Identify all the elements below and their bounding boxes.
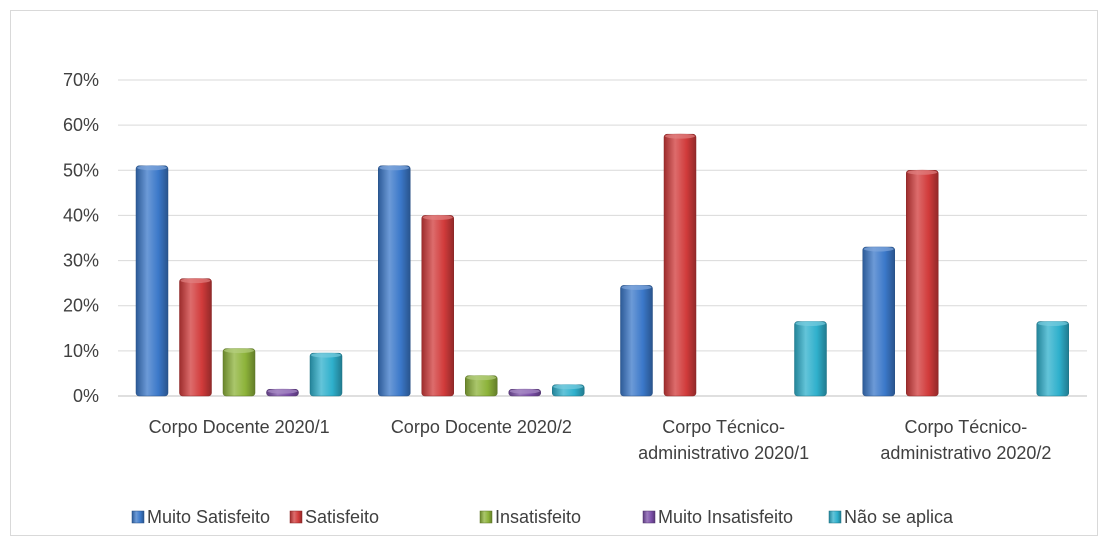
- bar-cap: [665, 133, 695, 139]
- legend-item: Muito Satisfeito: [131, 507, 270, 527]
- bar-satisfeito-1: [179, 278, 212, 397]
- y-tick-label: 10%: [63, 341, 99, 361]
- bar-cap: [795, 321, 826, 327]
- bar-cap: [907, 169, 938, 175]
- bar-cap: [863, 246, 894, 252]
- bar-muito-satisfeito-4: [862, 246, 895, 397]
- gridlines: [118, 79, 1087, 397]
- bar-cap: [1037, 321, 1068, 327]
- bar-muito-satisfeito-1: [135, 165, 169, 397]
- y-tick-label: 0%: [73, 386, 99, 406]
- legend-label: Muito Satisfeito: [147, 507, 270, 527]
- legend-item: Muito Insatisfeito: [642, 507, 793, 527]
- legend-swatch: [828, 510, 842, 524]
- legend-label: Satisfeito: [305, 507, 379, 527]
- bar-muito-satisfeito-2: [378, 165, 411, 397]
- bar-satisfeito-3: [663, 133, 697, 397]
- y-axis: 0% 10% 20% 30% 40% 50% 60% 70%: [63, 70, 99, 406]
- x-category-label: administrativo 2020/1: [638, 443, 809, 463]
- legend-swatch: [131, 510, 145, 524]
- legend: Muito Satisfeito Satisfeito Insatisfeito Mu…: [131, 507, 954, 527]
- bar-cap: [466, 375, 497, 381]
- bar-cap: [311, 352, 341, 358]
- legend-swatch: [289, 510, 303, 524]
- y-tick-label: 20%: [63, 296, 99, 316]
- legend-item: Não se aplica: [828, 507, 954, 527]
- y-tick-label: 50%: [63, 160, 99, 180]
- bar-satisfeito-4: [906, 170, 939, 397]
- bar-cap: [621, 284, 652, 290]
- y-tick-label: 70%: [63, 70, 99, 90]
- bar-muito-satisfeito-3: [620, 285, 653, 397]
- bar-satisfeito-2: [421, 215, 454, 397]
- y-tick-label: 60%: [63, 115, 99, 135]
- bar-chart: 0% 10% 20% 30% 40% 50% 60% 70% Corpo Docente 20…: [63, 70, 1087, 527]
- bar-n-o-se-aplica-4: [1036, 321, 1069, 397]
- legend-item: Insatisfeito: [479, 507, 581, 527]
- legend-swatch: [479, 510, 493, 524]
- legend-swatch: [642, 510, 656, 524]
- x-category-label: Corpo Docente 2020/1: [149, 417, 330, 437]
- legend-label: Não se aplica: [844, 507, 954, 527]
- bar-n-o-se-aplica-1: [309, 352, 343, 397]
- legend-item: Satisfeito: [289, 507, 379, 527]
- bar-cap: [180, 278, 211, 284]
- legend-label: Muito Insatisfeito: [658, 507, 793, 527]
- bar-cap: [224, 348, 254, 354]
- x-axis: Corpo Docente 2020/1 Corpo Docente 2020/2…: [149, 417, 1052, 463]
- legend-label: Insatisfeito: [495, 507, 581, 527]
- x-category-label: Corpo Técnico-: [905, 417, 1028, 437]
- y-tick-label: 40%: [63, 205, 99, 225]
- bar-cap: [267, 388, 298, 394]
- bar-cap: [379, 165, 410, 171]
- x-category-label: administrativo 2020/2: [880, 443, 1051, 463]
- chart-frame: 0% 10% 20% 30% 40% 50% 60% 70% Corpo Docente 20…: [10, 10, 1098, 536]
- y-tick-label: 30%: [63, 251, 99, 271]
- bars: [135, 133, 1069, 397]
- bar-cap: [137, 165, 167, 171]
- x-category-label: Corpo Docente 2020/2: [391, 417, 572, 437]
- bar-cap: [553, 384, 584, 390]
- bar-cap: [509, 388, 540, 394]
- bar-cap: [422, 214, 453, 220]
- bar-n-o-se-aplica-3: [794, 321, 827, 397]
- x-category-label: Corpo Técnico-: [662, 417, 785, 437]
- bar-insatisfeito-1: [222, 348, 256, 397]
